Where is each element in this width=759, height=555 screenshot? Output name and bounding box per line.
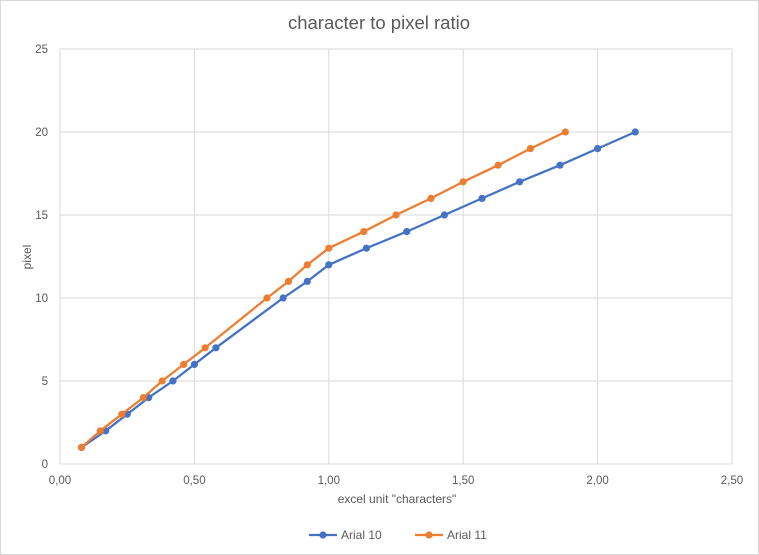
- data-point: [403, 228, 411, 236]
- x-axis-label: excel unit "characters": [338, 492, 457, 506]
- legend: Arial 10 Arial 11: [309, 528, 487, 542]
- x-tick-label: 2,50: [721, 475, 743, 487]
- series-group: [77, 128, 639, 451]
- gridlines: [59, 48, 733, 465]
- data-point: [392, 211, 400, 219]
- y-tick-label: 0: [42, 459, 48, 471]
- y-tick-label: 20: [35, 127, 48, 139]
- series-arial-10: [77, 128, 639, 451]
- data-point: [594, 145, 602, 153]
- data-point: [516, 178, 524, 186]
- legend-point-marker: [425, 531, 433, 539]
- data-point: [303, 261, 311, 269]
- legend-point-marker: [319, 531, 327, 539]
- series-arial-11: [77, 128, 569, 451]
- data-point: [325, 244, 333, 252]
- x-tick-label: 0,00: [49, 475, 71, 487]
- data-point: [303, 277, 311, 285]
- data-point: [279, 294, 287, 302]
- data-point: [360, 228, 368, 236]
- legend-item: Arial 11: [415, 528, 487, 542]
- data-point: [77, 443, 86, 451]
- data-point: [284, 277, 293, 285]
- y-tick-label: 10: [35, 293, 48, 305]
- chart-title: character to pixel ratio: [288, 12, 470, 33]
- x-tick-label: 0,50: [183, 475, 205, 487]
- series-line: [80, 130, 636, 449]
- y-tick-label: 25: [35, 44, 48, 56]
- x-tick-label: 1,50: [452, 475, 474, 487]
- data-point: [440, 211, 448, 219]
- data-point: [631, 128, 639, 136]
- data-point: [494, 161, 502, 169]
- data-point: [158, 377, 166, 385]
- legend-label: Arial 10: [341, 528, 382, 542]
- data-point: [139, 394, 147, 402]
- y-tick-label: 15: [35, 210, 48, 222]
- legend-item: Arial 10: [309, 528, 382, 542]
- x-tick-label: 2,00: [586, 475, 608, 487]
- data-point: [118, 410, 126, 418]
- data-point: [427, 194, 435, 202]
- y-tick-label: 5: [42, 376, 48, 388]
- data-point: [526, 145, 535, 153]
- data-point: [325, 261, 333, 269]
- y-axis-label: pixel: [20, 245, 34, 270]
- data-point: [180, 360, 188, 368]
- data-point: [556, 161, 564, 169]
- data-point: [201, 344, 209, 352]
- data-point: [169, 377, 177, 385]
- x-axis-ticks: 0,00 0,50 1,00 1,50 2,00 2,50: [49, 475, 743, 487]
- x-tick-label: 1,00: [318, 475, 340, 487]
- y-axis-ticks: 0 5 10 15 20 25: [35, 44, 48, 471]
- data-point: [459, 178, 467, 186]
- data-point: [96, 427, 104, 435]
- data-point: [561, 128, 569, 136]
- data-point: [362, 244, 371, 252]
- data-point: [263, 294, 271, 302]
- series-line: [80, 130, 566, 449]
- data-point: [212, 344, 220, 352]
- legend-label: Arial 11: [447, 528, 487, 542]
- data-point: [190, 360, 198, 368]
- data-point: [478, 194, 486, 202]
